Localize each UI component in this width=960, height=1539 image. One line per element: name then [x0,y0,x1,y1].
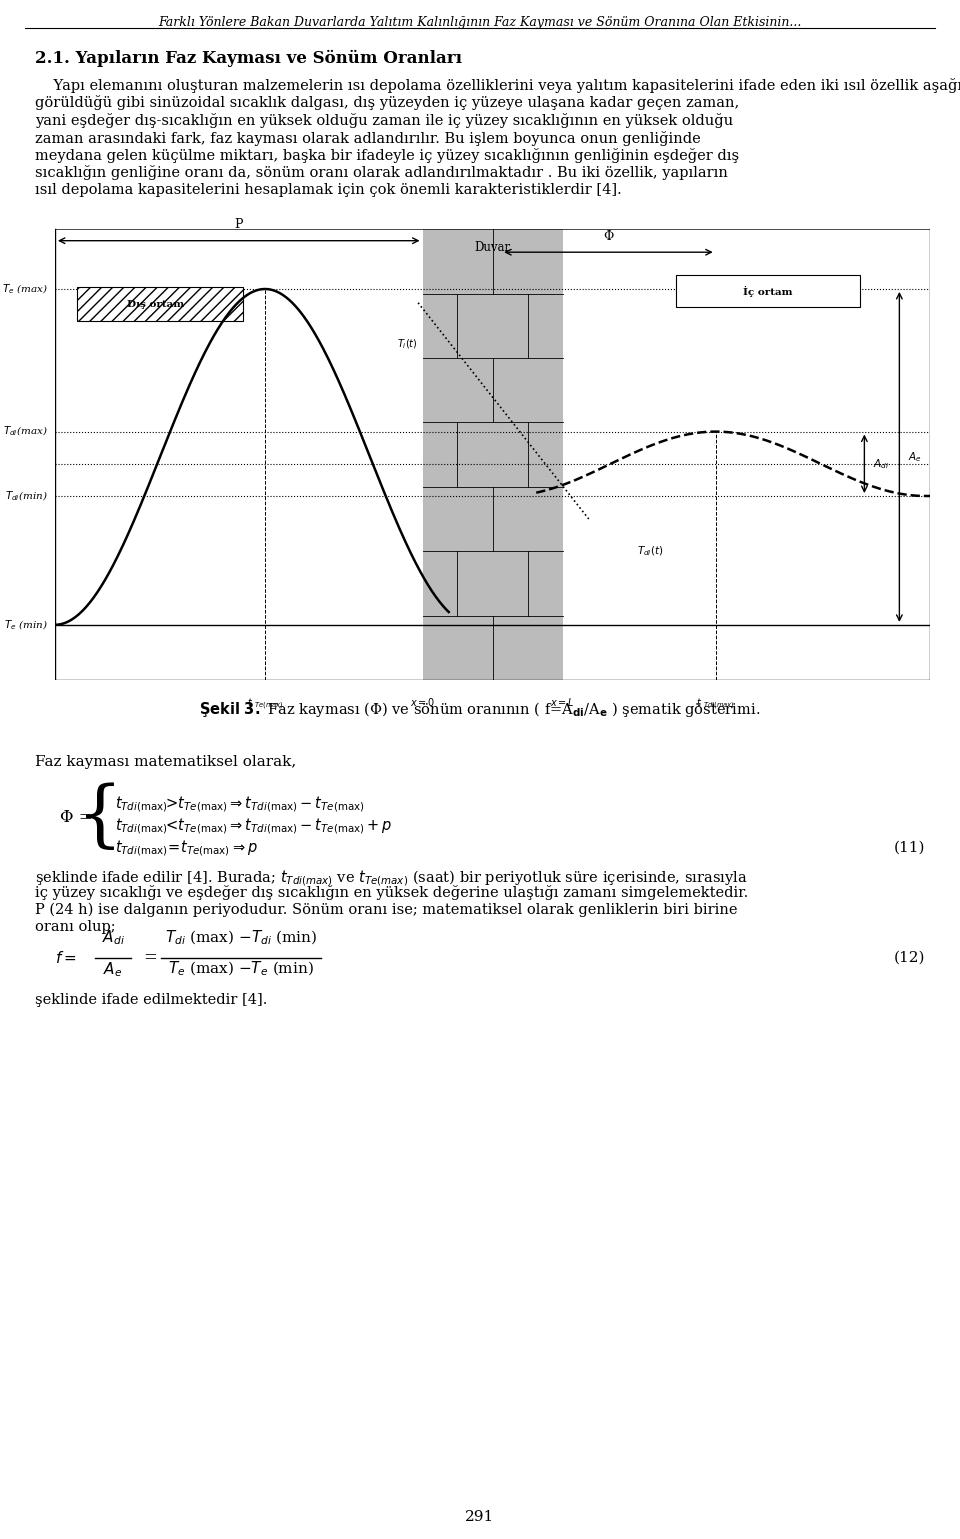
Text: İç ortam: İç ortam [743,286,793,297]
Text: $T_e$ (max) $-T_e$ (min): $T_e$ (max) $-T_e$ (min) [168,960,314,979]
Text: $T_{di}$(max): $T_{di}$(max) [3,425,48,439]
Text: 2.1. Yapıların Faz Kayması ve Sönüm Oranları: 2.1. Yapıların Faz Kayması ve Sönüm Oran… [35,49,462,68]
Text: $T_e$ (min): $T_e$ (min) [4,619,48,631]
Bar [77,286,243,322]
Text: Faz kayması matematiksel olarak,: Faz kayması matematiksel olarak, [35,756,297,770]
Text: $A_{di}$: $A_{di}$ [874,457,889,471]
Text: görüldüğü gibi sinüzoidal sıcaklık dalgası, dış yüzeyden iç yüzeye ulaşana kadar: görüldüğü gibi sinüzoidal sıcaklık dalga… [35,95,739,111]
Text: $A_{di}$: $A_{di}$ [102,928,125,946]
Text: $t$ $_{Te(max)}$: $t$ $_{Te(max)}$ [247,696,283,711]
Bar [676,275,860,308]
Text: iç yüzey sıcaklığı ve eşdeğer dış sıcaklığın en yüksek değerine ulaştığı zamanı : iç yüzey sıcaklığı ve eşdeğer dış sıcakl… [35,885,748,900]
Text: $t_{Tdi(\rm max)}\!\!<\!t_{Te(\rm max)} \Rightarrow t_{Tdi(\rm max)} - t_{Te(\rm: $t_{Tdi(\rm max)}\!\!<\!t_{Te(\rm max)} … [115,816,393,836]
Text: $T_e$ (max): $T_e$ (max) [2,282,48,295]
Text: zaman arasındaki fark, faz kayması olarak adlandırılır. Bu işlem boyunca onun ge: zaman arasındaki fark, faz kayması olara… [35,131,701,146]
Text: $A_e$: $A_e$ [908,449,922,463]
Text: $T_{di}$ (max) $-T_{di}$ (min): $T_{di}$ (max) $-T_{di}$ (min) [165,928,317,946]
Text: ısıl depolama kapasitelerini hesaplamak için çok önemli karakteristiklerdir [4].: ısıl depolama kapasitelerini hesaplamak … [35,183,622,197]
Text: Dış ortam: Dış ortam [127,300,184,309]
Text: $t_{Tdi(\rm max)}\!\!>\!t_{Te(\rm max)} \Rightarrow t_{Tdi(\rm max)} - t_{Te(\rm: $t_{Tdi(\rm max)}\!\!>\!t_{Te(\rm max)} … [115,794,365,814]
Text: meydana gelen küçülme miktarı, başka bir ifadeyle iç yüzey sıcaklığının genliğin: meydana gelen küçülme miktarı, başka bir… [35,148,739,163]
Text: P: P [234,219,243,231]
Text: $T_{di}$(min): $T_{di}$(min) [5,489,48,503]
Bar [422,229,563,680]
Text: $t_{Tdi(\rm max)}\!=\!t_{Te(\rm max)} \Rightarrow p$: $t_{Tdi(\rm max)}\!=\!t_{Te(\rm max)} \R… [115,839,258,857]
Text: $f=$: $f=$ [55,950,77,966]
Text: P (24 h) ise dalganın periyodudur. Sönüm oranı ise; matematiksel olarak genlikle: P (24 h) ise dalganın periyodudur. Sönüm… [35,903,737,917]
Text: $x=0$: $x=0$ [410,696,435,708]
Text: şeklinde ifade edilmektedir [4].: şeklinde ifade edilmektedir [4]. [35,993,268,1007]
Text: $t$ $_{Tdi(max)}$: $t$ $_{Tdi(max)}$ [696,696,735,711]
Text: =: = [143,950,156,966]
Text: (12): (12) [894,951,925,965]
Text: şeklinde ifade edilir [4]. Burada; $t_{Tdi(max)}$ ve $t_{Te(max)}$ (saat) bir pe: şeklinde ifade edilir [4]. Burada; $t_{T… [35,868,748,888]
Text: 291: 291 [466,1510,494,1524]
Text: $T_{di}(t)$: $T_{di}(t)$ [636,545,663,559]
Text: Duvar: Duvar [474,242,511,254]
Text: Φ =: Φ = [60,810,92,826]
Text: oranı olup;: oranı olup; [35,920,115,934]
Text: $A_e$: $A_e$ [104,960,123,979]
Text: (11): (11) [894,840,925,856]
Text: $\mathbf{Şekil\ 3.}$ Faz kayması (Φ) ve sönüm oranının ( f=A$_{\mathbf{di}}$/A$_: $\mathbf{Şekil\ 3.}$ Faz kayması (Φ) ve … [200,700,760,719]
Text: Farklı Yönlere Bakan Duvarlarda Yalıtım Kalınlığının Faz Kayması ve Sönüm Oranın: Farklı Yönlere Bakan Duvarlarda Yalıtım … [158,15,802,29]
Text: Yapı elemanını oluşturan malzemelerin ısı depolama özelliklerini veya yalıtım ka: Yapı elemanını oluşturan malzemelerin ıs… [35,78,960,92]
Text: $x=L$: $x=L$ [550,696,575,708]
Text: sıcaklığın genliğine oranı da, sönüm oranı olarak adlandırılmaktadır . Bu iki öz: sıcaklığın genliğine oranı da, sönüm ora… [35,166,728,180]
Text: {: { [77,783,123,853]
Text: yani eşdeğer dış-sıcaklığın en yüksek olduğu zaman ile iç yüzey sıcaklığının en : yani eşdeğer dış-sıcaklığın en yüksek ol… [35,112,733,128]
Text: $T_i(t)$: $T_i(t)$ [397,337,419,351]
Text: Φ: Φ [603,229,613,243]
